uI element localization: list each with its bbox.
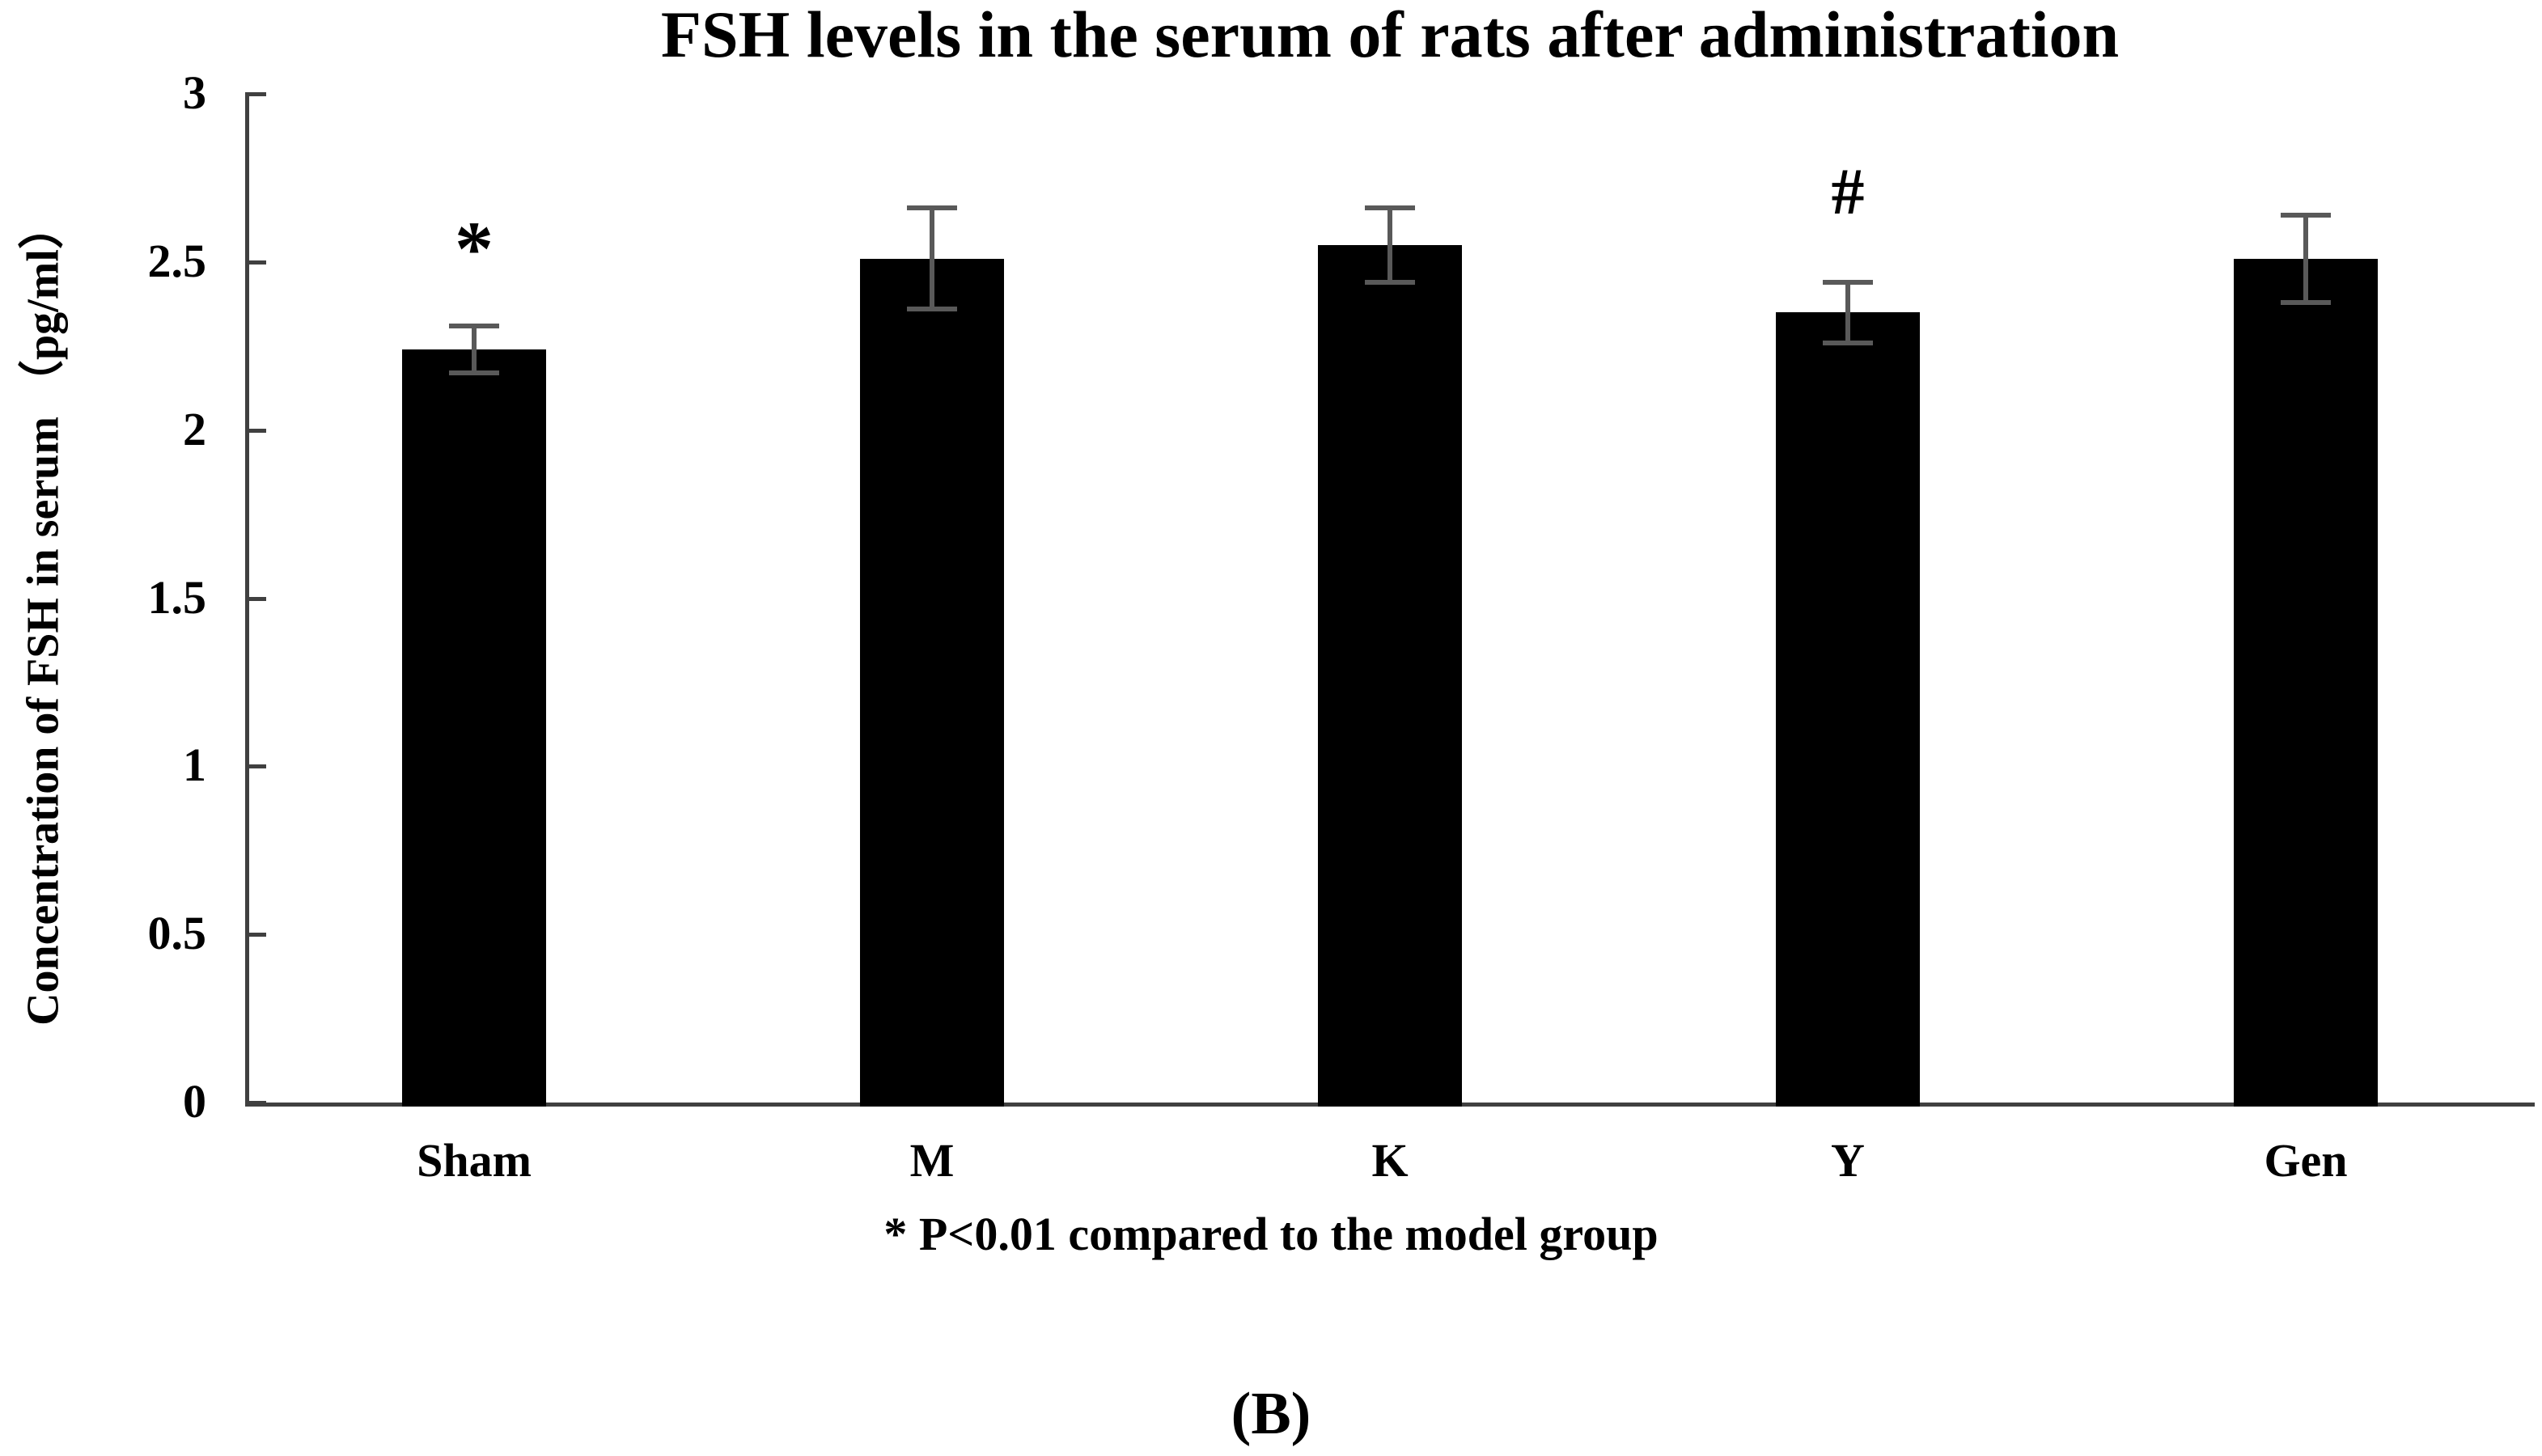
x-category-label-gen: Gen (2264, 1134, 2348, 1187)
bar-k (1318, 245, 1462, 1107)
y-tick-label: 1.5 (147, 570, 207, 624)
error-bar-cap-top (1365, 205, 1415, 211)
y-tick (245, 764, 266, 769)
y-tick (245, 92, 266, 96)
error-bar-cap-bottom (907, 307, 957, 312)
error-bar-cap-top (907, 205, 957, 211)
chart-title: FSH levels in the serum of rats after ad… (660, 0, 2120, 71)
error-bar-cap-bottom (2281, 299, 2331, 305)
y-tick (245, 596, 266, 601)
error-bar-y (1845, 281, 1850, 343)
bar-sham (402, 349, 546, 1107)
bar-m (860, 258, 1004, 1107)
x-category-label-y: Y (1831, 1134, 1865, 1187)
x-category-label-k: K (1371, 1134, 1409, 1187)
y-axis-label: Concentration of FSH in serum （pg/ml） (18, 204, 69, 1026)
y-tick-label: 2 (183, 402, 206, 455)
y-tick-label: 3 (183, 66, 206, 119)
error-bar-cap-top (449, 323, 499, 328)
error-bar-k (1388, 208, 1392, 282)
error-bar-m (930, 208, 934, 309)
y-tick (245, 260, 266, 265)
panel-label: (B) (1231, 1381, 1311, 1447)
significance-annotation-sham: * (455, 205, 494, 292)
error-bar-gen (2303, 214, 2308, 303)
y-tick (245, 933, 266, 938)
y-tick-label: 0.5 (147, 906, 207, 959)
plot-area: 0 0.5 1 1.5 2 2.5 3 Sham M K Y Gen * # (148, 69, 2535, 1184)
significance-footnote: * P<0.01 compared to the model group (883, 1208, 1659, 1260)
y-tick-label: 0 (183, 1074, 206, 1128)
error-bar-cap-top (1823, 279, 1873, 285)
error-bar-cap-top (2281, 212, 2331, 218)
y-tick (245, 1101, 266, 1105)
x-category-label-m: M (909, 1134, 955, 1187)
error-bar-cap-bottom (449, 370, 499, 375)
y-tick-label: 1 (183, 739, 206, 792)
y-tick (245, 428, 266, 433)
error-bar-sham (472, 325, 477, 373)
error-bar-cap-bottom (1823, 340, 1873, 345)
y-tick-label: 2.5 (147, 234, 207, 287)
significance-annotation-y: # (1831, 154, 1865, 228)
bar-gen (2234, 258, 2378, 1107)
x-category-label-sham: Sham (417, 1134, 532, 1187)
bar-y (1776, 312, 1920, 1107)
error-bar-cap-bottom (1365, 279, 1415, 285)
